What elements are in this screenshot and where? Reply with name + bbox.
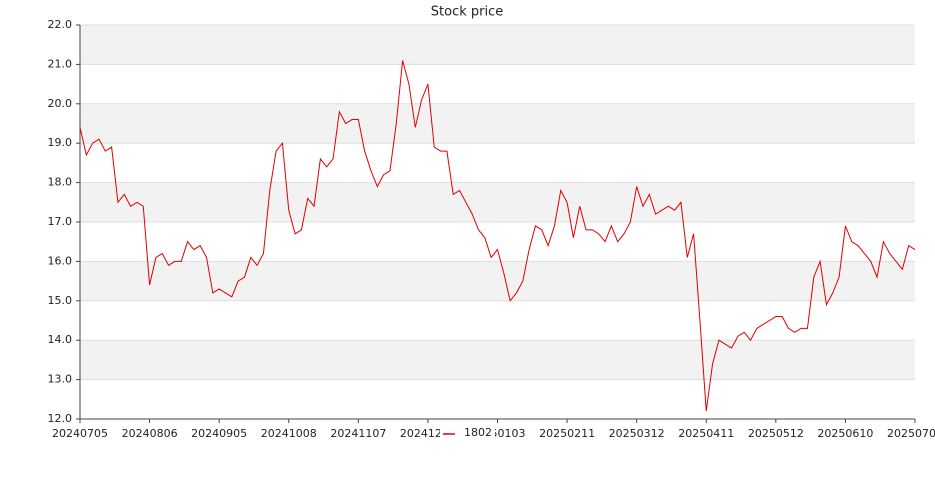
line-series	[79, 60, 916, 412]
x-tick-label: 20240705	[52, 427, 108, 440]
y-tick-label: 18.0	[48, 176, 73, 189]
legend-label: 1802	[464, 426, 492, 439]
y-tick-label: 21.0	[48, 57, 73, 70]
x-tick-label: 20250411	[678, 427, 734, 440]
y-tick-label: 16.0	[48, 254, 73, 267]
x-tick-label: 20240806	[122, 427, 178, 440]
grid-band	[80, 182, 915, 222]
chart-title: Stock price	[431, 5, 503, 20]
x-tick-label: 20240905	[191, 427, 247, 440]
x-tick-label: 20250512	[748, 427, 804, 440]
x-tick-label: 20250709	[887, 427, 935, 440]
y-tick-label: 19.0	[48, 136, 73, 149]
x-tick-label: 20250312	[609, 427, 665, 440]
legend-box	[440, 426, 495, 440]
grid-band	[80, 25, 915, 65]
grid-band	[80, 340, 915, 380]
x-tick-label: 20250610	[817, 427, 873, 440]
y-tick-label: 20.0	[48, 97, 73, 110]
grid-band	[80, 103, 915, 144]
x-tick-label: 20241008	[261, 427, 317, 440]
y-tick-label: 12.0	[48, 412, 73, 425]
x-tick-label: 20250211	[539, 427, 595, 440]
grid-band	[80, 261, 915, 301]
x-tick-label: 20241107	[330, 427, 386, 440]
y-tick-label: 13.0	[48, 373, 73, 386]
y-tick-label: 22.0	[48, 18, 73, 31]
y-tick-label: 15.0	[48, 294, 73, 307]
y-tick-label: 17.0	[48, 215, 73, 228]
y-tick-label: 14.0	[48, 333, 73, 346]
